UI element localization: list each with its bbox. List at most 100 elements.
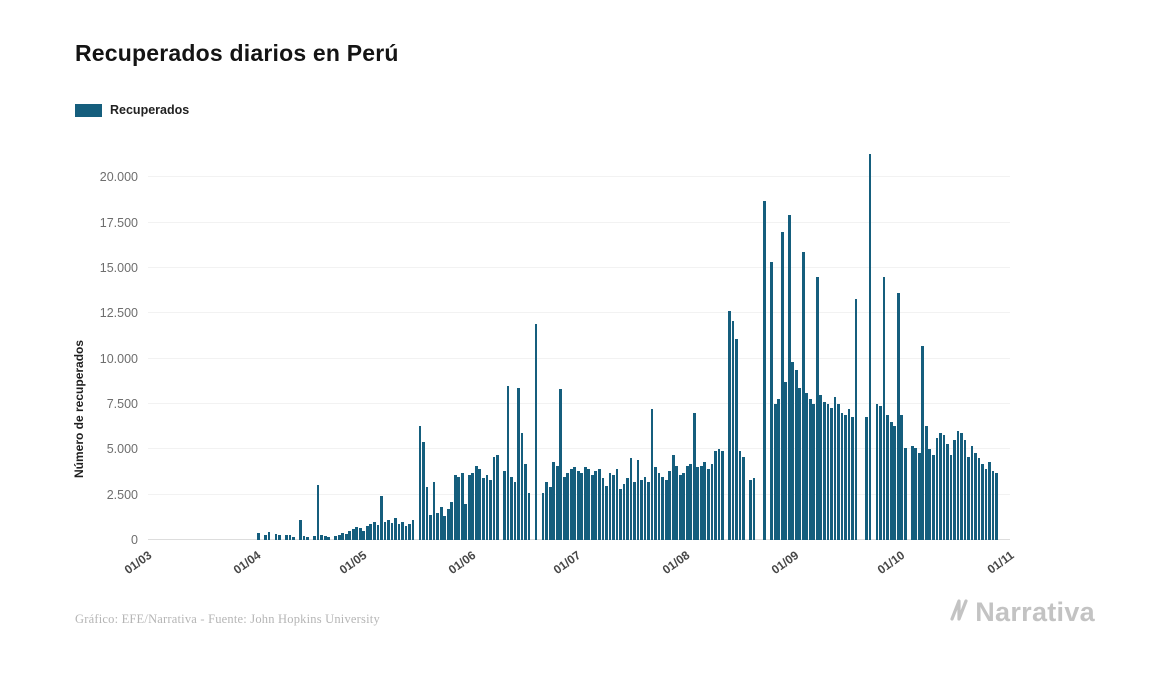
bar xyxy=(928,449,932,540)
bar xyxy=(731,320,735,540)
bar xyxy=(868,153,872,540)
bar xyxy=(576,471,580,540)
bar xyxy=(622,483,626,540)
bar xyxy=(506,385,510,540)
bar xyxy=(728,311,731,540)
bar xyxy=(316,484,320,540)
bar xyxy=(879,405,882,540)
bar xyxy=(865,416,868,540)
bar xyxy=(555,465,559,540)
bar xyxy=(689,463,693,540)
bar xyxy=(643,476,647,540)
bar xyxy=(889,422,893,540)
bar xyxy=(569,469,573,540)
y-tick-label: 7.500 xyxy=(106,396,138,411)
bar xyxy=(594,471,598,540)
bar xyxy=(893,425,897,540)
bar xyxy=(917,452,921,540)
bar xyxy=(706,469,710,540)
legend[interactable]: Recuperados xyxy=(75,103,189,117)
gridline xyxy=(148,266,1010,268)
bar xyxy=(763,200,766,540)
x-tick-label: 01/09 xyxy=(769,548,802,577)
x-tick-label: 01/08 xyxy=(660,548,693,577)
bar xyxy=(910,445,914,540)
bar xyxy=(984,469,988,540)
bar xyxy=(921,345,925,540)
bar xyxy=(847,409,851,540)
bar xyxy=(605,485,608,540)
bar xyxy=(580,472,584,540)
bar xyxy=(559,389,563,540)
bar xyxy=(956,431,960,540)
bar xyxy=(520,432,524,540)
bar xyxy=(633,481,636,540)
x-tick-label: 01/10 xyxy=(874,548,908,577)
bar xyxy=(583,467,587,540)
legend-label: Recuperados xyxy=(110,103,190,117)
bar xyxy=(784,382,788,540)
bar xyxy=(365,525,369,540)
bar xyxy=(773,403,777,540)
bar xyxy=(882,276,886,540)
y-tick-label: 15.000 xyxy=(99,260,138,275)
bar xyxy=(376,524,380,540)
bar xyxy=(830,407,833,540)
x-tick-label: 01/05 xyxy=(336,548,369,577)
bar xyxy=(942,434,946,540)
bar xyxy=(970,445,974,540)
bar xyxy=(988,462,991,540)
bar xyxy=(478,469,482,540)
bar xyxy=(601,478,605,540)
bar xyxy=(654,467,657,540)
bar xyxy=(358,528,362,540)
bar xyxy=(408,523,411,540)
bar xyxy=(327,537,331,540)
bar xyxy=(299,520,302,540)
bar xyxy=(548,487,552,540)
x-tick-label: 01/07 xyxy=(550,548,584,577)
bar xyxy=(717,449,721,540)
bar xyxy=(699,465,703,540)
bar xyxy=(474,465,478,540)
bar xyxy=(285,535,288,540)
bar xyxy=(387,520,390,540)
bar xyxy=(770,262,773,540)
y-tick-label: 12.500 xyxy=(99,306,138,321)
bar xyxy=(552,462,556,540)
bar xyxy=(292,537,295,540)
bar xyxy=(664,480,668,540)
bar xyxy=(562,476,566,540)
bar xyxy=(443,516,447,540)
gridline xyxy=(148,357,1010,359)
bar xyxy=(411,520,415,540)
bar xyxy=(320,535,323,540)
bar xyxy=(735,338,738,540)
y-tick-label: 2.500 xyxy=(106,487,138,502)
bar xyxy=(383,521,387,540)
bar xyxy=(974,452,977,540)
bar xyxy=(791,362,795,540)
bar xyxy=(991,471,995,540)
bar xyxy=(963,440,967,540)
bar xyxy=(351,529,355,540)
y-tick-label: 5.000 xyxy=(106,442,138,457)
bar xyxy=(429,514,432,540)
bar xyxy=(541,492,545,540)
bar xyxy=(274,533,278,540)
gridline xyxy=(148,221,1010,223)
bar xyxy=(439,507,443,540)
bar xyxy=(805,393,809,540)
bar xyxy=(453,474,457,540)
bar xyxy=(696,467,700,540)
bar xyxy=(264,534,267,540)
x-tick-labels: 01/03 01/04 01/05 01/06 01/07 01/08 01/09 01/10… xyxy=(122,546,1017,591)
bar xyxy=(527,492,531,540)
bar xyxy=(854,298,858,540)
bar xyxy=(903,447,907,540)
narrativa-logo-icon xyxy=(949,599,973,626)
y-tick-label: 0 xyxy=(131,533,138,547)
gridline xyxy=(148,176,1010,178)
bar xyxy=(960,432,963,540)
bar xyxy=(636,460,640,540)
